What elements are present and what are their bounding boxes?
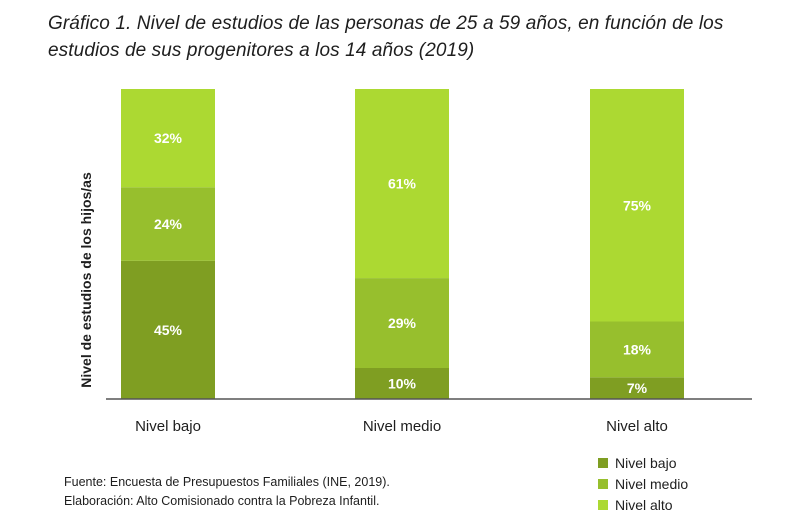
data-label-nivel-bajo-nivel-alto: 32% [154, 130, 183, 146]
bar-nivel-bajo-nivel-medio [121, 187, 215, 261]
legend-label-nivel-alto: Nivel alto [615, 496, 673, 513]
data-label-nivel-medio-nivel-bajo: 10% [388, 376, 417, 392]
legend-item-nivel-bajo: Nivel bajo [598, 452, 688, 473]
chart-legend: Nivel bajo Nivel medio Nivel alto [598, 452, 688, 515]
bar-nivel-medio-nivel-medio [355, 278, 449, 368]
bar-nivel-alto-nivel-alto [590, 89, 684, 322]
data-label-nivel-bajo-nivel-bajo: 45% [154, 322, 183, 338]
legend-label-nivel-medio: Nivel medio [615, 475, 689, 492]
data-label-nivel-alto-nivel-medio: 18% [623, 341, 652, 357]
legend-swatch-nivel-bajo [598, 457, 608, 468]
bar-nivel-medio-nivel-alto [355, 89, 449, 279]
source-note: Fuente: Encuesta de Presupuestos Familia… [64, 475, 390, 489]
data-label-nivel-alto-nivel-alto: 75% [623, 197, 652, 213]
legend-label-nivel-bajo: Nivel bajo [615, 454, 677, 471]
chart-title-line-1: Gráfico 1. Nivel de estudios de las pers… [48, 13, 724, 34]
chart-title-line-2: estudios de sus progenitores a los 14 añ… [48, 40, 475, 61]
legend-item-nivel-alto: Nivel alto [598, 494, 688, 515]
bar-nivel-bajo-nivel-bajo [121, 260, 215, 399]
y-axis-label: Nivel de estudios de los hijos/as [78, 172, 94, 388]
bar-nivel-bajo-nivel-alto [121, 89, 215, 188]
legend-item-nivel-medio: Nivel medio [598, 473, 688, 494]
data-label-nivel-bajo-nivel-medio: 24% [154, 216, 183, 232]
data-label-nivel-medio-nivel-medio: 29% [388, 315, 417, 331]
chart-title: Gráfico 1. Nivel de estudios de las pers… [48, 10, 768, 64]
data-label-nivel-alto-nivel-bajo: 7% [627, 380, 648, 396]
legend-swatch-nivel-alto [598, 499, 608, 510]
bar-nivel-medio-nivel-bajo [355, 368, 449, 399]
x-tick-label-nivel-medio: Nivel medio [363, 418, 441, 435]
x-tick-label-nivel-bajo: Nivel bajo [135, 418, 201, 435]
chart-footnote: Fuente: Encuesta de Presupuestos Familia… [64, 473, 390, 511]
legend-swatch-nivel-medio [598, 478, 608, 489]
bar-nivel-alto-nivel-medio [590, 321, 684, 378]
x-tick-label-nivel-alto: Nivel alto [606, 418, 668, 435]
credit-note: Elaboración: Alto Comisionado contra la … [64, 494, 380, 508]
bar-nivel-alto-nivel-bajo [590, 377, 684, 399]
data-label-nivel-medio-nivel-alto: 61% [388, 176, 417, 192]
